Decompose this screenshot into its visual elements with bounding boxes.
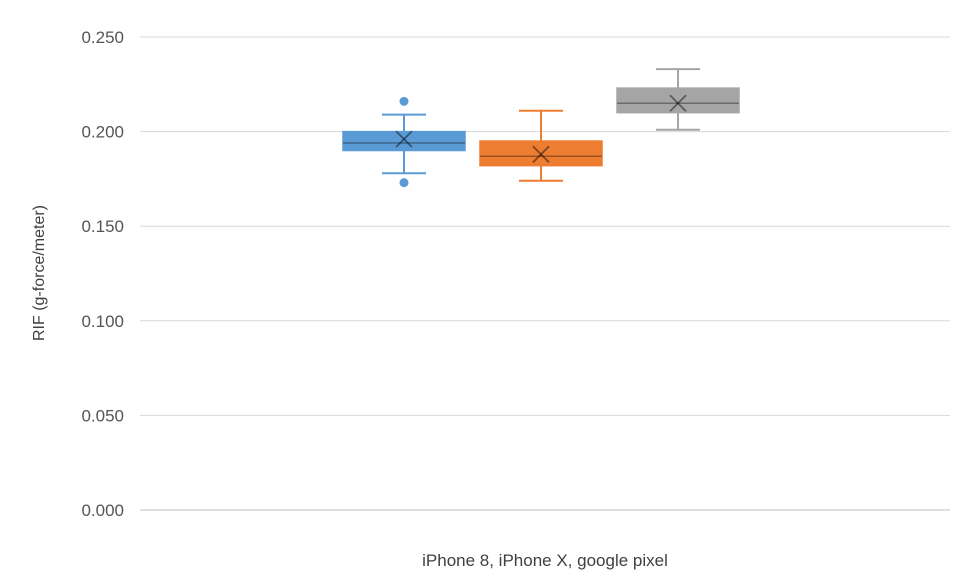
y-tick-label: 0.250 xyxy=(81,28,124,47)
x-axis-title: iPhone 8, iPhone X, google pixel xyxy=(422,551,668,570)
y-tick-label: 0.100 xyxy=(81,312,124,331)
y-tick-label: 0.050 xyxy=(81,406,124,425)
mean-marker xyxy=(532,145,550,163)
outlier-point xyxy=(399,96,409,106)
y-axis-ticks: 0.000 0.050 0.100 0.150 0.200 0.250 xyxy=(81,28,124,520)
mean-marker xyxy=(395,130,413,148)
box-series-1 xyxy=(342,96,466,188)
box-series xyxy=(342,68,740,188)
y-tick-label: 0.150 xyxy=(81,217,124,236)
box xyxy=(616,87,740,114)
box xyxy=(479,140,603,167)
y-axis-title: RIF (g-force/meter) xyxy=(31,205,48,341)
y-tick-label: 0.000 xyxy=(81,501,124,520)
y-tick-label: 0.200 xyxy=(81,123,124,142)
mean-marker xyxy=(669,94,687,112)
mean-marker xyxy=(532,145,550,163)
outlier-point xyxy=(399,178,409,188)
mean-marker xyxy=(395,130,413,148)
box-series-3 xyxy=(616,68,740,131)
box xyxy=(342,130,466,152)
box-series-2 xyxy=(479,109,603,182)
mean-marker xyxy=(669,94,687,112)
gridlines xyxy=(140,36,950,511)
